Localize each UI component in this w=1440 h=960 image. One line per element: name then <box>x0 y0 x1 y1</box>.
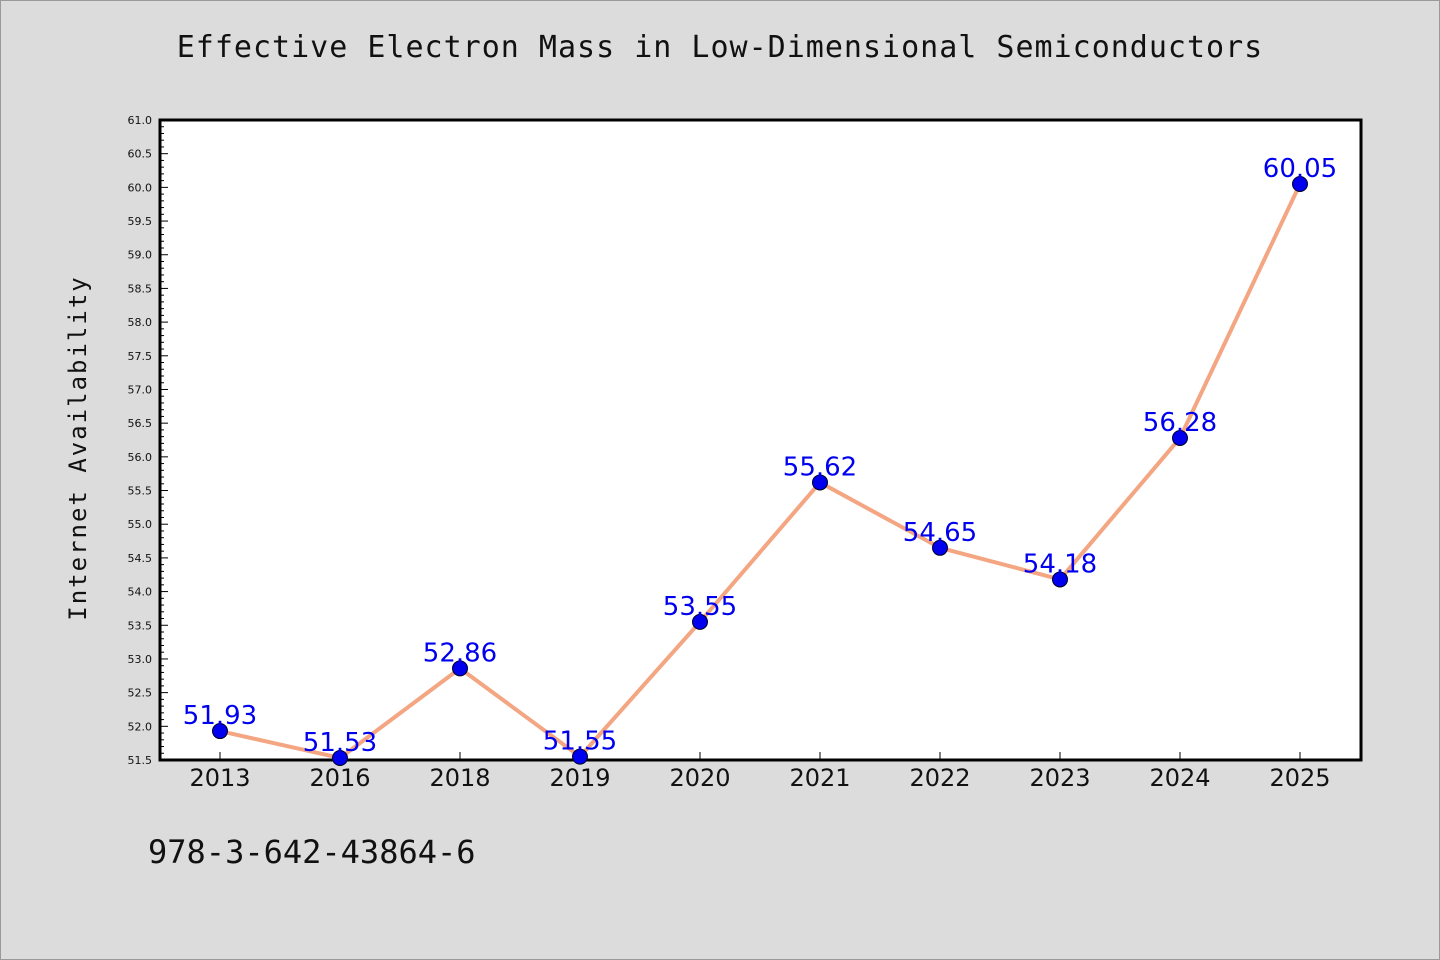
x-tick-label: 2021 <box>789 764 850 792</box>
plot-area <box>158 118 1363 762</box>
x-tick-label: 2016 <box>309 764 370 792</box>
data-point-marker <box>572 748 588 765</box>
y-tick-label: 60.0 <box>128 181 153 194</box>
data-label: 54.18 <box>1023 549 1097 579</box>
data-point-marker <box>812 474 828 491</box>
y-tick-label: 51.5 <box>128 754 153 767</box>
y-tick-label: 53.0 <box>128 653 153 666</box>
series-layer: 51.93 51.53 52.86 51.55 53.55 55.62 54.65 54.18… <box>183 154 1337 766</box>
data-point-marker <box>1172 429 1188 446</box>
x-tick-label: 2024 <box>1149 764 1210 792</box>
data-label: 51.93 <box>183 701 257 731</box>
y-tick-label: 58.0 <box>128 316 153 329</box>
footnote-isbn: 978-3-642-43864-6 <box>148 833 476 871</box>
y-tick-label: 58.5 <box>128 282 153 295</box>
data-label: 51.55 <box>543 727 617 757</box>
y-axis-label: Internet Availability <box>64 275 92 620</box>
y-tick-label: 57.5 <box>128 350 153 363</box>
y-tick-label: 54.5 <box>128 552 153 565</box>
y-tick-label: 61.0 <box>128 114 153 127</box>
data-point-marker <box>332 749 348 766</box>
x-tick-label: 2018 <box>429 764 490 792</box>
x-tick-label: 2013 <box>189 764 250 792</box>
y-tick-label: 53.5 <box>128 619 153 632</box>
data-label: 55.62 <box>783 452 857 482</box>
y-axis: 51.5 52.0 52.5 53.0 53.5 54.0 54.5 55.0 55.5 56.0… <box>128 114 168 767</box>
x-axis: 2013 2016 2018 2019 2020 2021 2022 2023 2024 2025 <box>189 752 1331 792</box>
y-tick-label: 52.5 <box>128 687 153 700</box>
series-line <box>219 183 1302 760</box>
y-tick-label: 55.5 <box>128 485 153 498</box>
x-tick-label: 2023 <box>1029 764 1090 792</box>
y-tick-label: 56.0 <box>128 451 153 464</box>
x-tick-label: 2022 <box>909 764 970 792</box>
data-label: 52.86 <box>423 638 497 668</box>
data-label: 51.53 <box>303 728 377 758</box>
y-tick-label: 59.5 <box>128 215 153 228</box>
y-tick-label: 57.0 <box>128 383 153 396</box>
data-label: 54.65 <box>903 518 977 548</box>
y-tick-label: 54.0 <box>128 586 153 599</box>
x-tick-label: 2019 <box>549 764 610 792</box>
x-tick-label: 2025 <box>1269 764 1330 792</box>
x-tick-label: 2020 <box>669 764 730 792</box>
data-label: 53.55 <box>663 592 737 622</box>
data-point-marker <box>452 660 468 677</box>
chart-title: Effective Electron Mass in Low-Dimension… <box>176 30 1264 65</box>
data-point-marker <box>212 723 228 740</box>
data-label: 56.28 <box>1143 408 1217 438</box>
y-tick-label: 56.5 <box>128 417 153 430</box>
y-tick-label: 60.5 <box>128 148 153 161</box>
y-tick-label: 52.0 <box>128 720 153 733</box>
data-label: 60.05 <box>1263 154 1337 184</box>
y-tick-label: 59.0 <box>128 249 153 262</box>
data-point-marker <box>932 539 948 556</box>
y-tick-label: 55.0 <box>128 518 153 531</box>
data-point-marker <box>692 613 708 630</box>
data-point-marker <box>1292 176 1308 192</box>
data-point-marker <box>1052 571 1068 588</box>
